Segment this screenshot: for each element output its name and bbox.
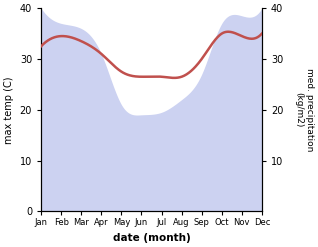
Y-axis label: med. precipitation
(kg/m2): med. precipitation (kg/m2) xyxy=(294,68,314,151)
Y-axis label: max temp (C): max temp (C) xyxy=(4,76,14,144)
X-axis label: date (month): date (month) xyxy=(113,233,190,243)
